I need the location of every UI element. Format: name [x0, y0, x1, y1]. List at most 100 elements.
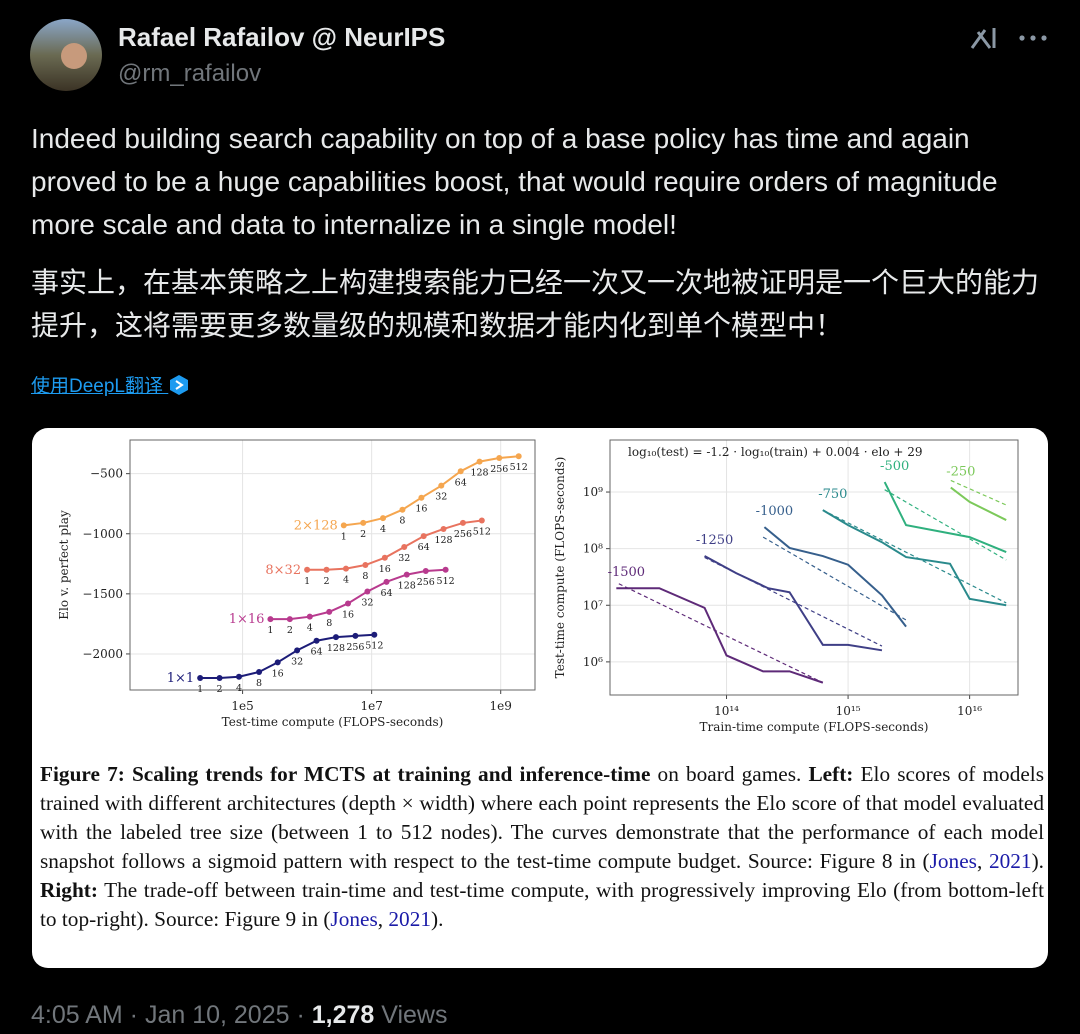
series-label: 1×16	[229, 612, 265, 627]
chart-title: log₁₀(test) = -1.2 · log₁₀(train) + 0.00…	[628, 445, 923, 459]
data-point	[267, 616, 274, 623]
series-label: -500	[880, 459, 909, 474]
data-point	[371, 631, 378, 638]
series-line	[270, 568, 446, 621]
series-line	[200, 633, 375, 679]
data-point	[332, 634, 339, 641]
x-tick-label: 10¹⁴	[714, 704, 739, 718]
y-tick-label: −2000	[82, 647, 123, 661]
series-label: -1500	[608, 565, 645, 580]
data-point	[326, 608, 333, 615]
author-name[interactable]: Rafael Rafailov @ NeurIPS	[118, 22, 446, 52]
data-point	[422, 568, 429, 575]
figure-card[interactable]	[32, 428, 1048, 968]
data-point	[360, 519, 367, 526]
point-label: 2	[360, 529, 366, 540]
point-label: 64	[310, 647, 322, 658]
point-label: 128	[327, 643, 345, 654]
data-point	[236, 673, 243, 680]
data-point	[380, 515, 387, 522]
series-label: 8×32	[265, 563, 301, 578]
data-point	[515, 453, 522, 460]
point-label: 8	[399, 516, 405, 527]
data-point	[383, 578, 390, 585]
point-label: 256	[454, 529, 472, 540]
caption-run: The trade-off between train-time and tes…	[40, 878, 1044, 931]
y-tick-label: 10⁹	[583, 485, 603, 499]
data-point	[306, 613, 313, 620]
point-label: 512	[437, 576, 455, 587]
x-axis-label: Train-time compute (FLOPS-seconds)	[699, 720, 928, 734]
x-axis-label: Test-time compute (FLOPS-seconds)	[222, 715, 444, 729]
caption-link[interactable]: Jones	[929, 849, 977, 873]
caption-link[interactable]: 2021	[388, 907, 431, 931]
point-label: 128	[470, 468, 488, 479]
header-graphics	[30, 19, 1047, 91]
fit-line	[704, 556, 883, 647]
series-line	[343, 455, 519, 527]
data-point	[216, 674, 223, 681]
point-label: 32	[435, 492, 447, 503]
data-point	[340, 522, 347, 529]
deepl-icon	[170, 375, 189, 395]
timestamp[interactable]: 4:05 AM · Jan 10, 2025 ·	[31, 1001, 305, 1029]
caption-link[interactable]: 2021	[988, 849, 1032, 873]
y-tick-label: 10⁶	[583, 655, 603, 669]
views-label: Views	[381, 1001, 448, 1029]
data-point	[418, 494, 425, 501]
data-point	[438, 482, 445, 489]
point-label: 256	[417, 577, 435, 588]
series-label: -1000	[756, 504, 793, 519]
point-label: 16	[272, 668, 284, 679]
caption-run: ).	[1031, 849, 1044, 873]
point-label: 4	[380, 524, 386, 535]
series-line	[950, 486, 1007, 521]
data-point	[364, 588, 371, 595]
y-tick-label: −1500	[82, 587, 123, 601]
point-label: 8	[326, 618, 332, 629]
point-label: 32	[398, 553, 410, 564]
series-line	[883, 481, 1007, 553]
axes-frame	[129, 439, 536, 691]
point-label: 4	[236, 683, 242, 694]
fit-line	[884, 489, 1007, 561]
series-label: -750	[818, 487, 847, 502]
more-icon[interactable]	[1019, 35, 1047, 41]
point-label: 16	[415, 504, 427, 515]
data-point	[344, 600, 351, 607]
grok-icon[interactable]	[970, 28, 996, 49]
point-label: 64	[380, 588, 392, 599]
data-point	[420, 533, 427, 540]
caption-run: ).	[431, 907, 444, 931]
point-label: 512	[365, 641, 383, 652]
translate-text[interactable]: 使用DeepL翻译	[31, 376, 163, 397]
data-point	[197, 674, 204, 681]
x-tick-label: 1e7	[360, 699, 382, 713]
translate-link[interactable]: 使用DeepL翻译	[31, 371, 190, 398]
data-point	[459, 519, 466, 526]
post-translation: 事实上，在基本策略之上构建搜索能力已经一次又一次地被证明是一个巨大的能力提升，这…	[31, 267, 1040, 341]
data-point	[313, 637, 320, 644]
caption-run: Right:	[40, 878, 98, 902]
data-point	[342, 565, 349, 572]
fit-line	[822, 509, 1007, 604]
point-label: 64	[455, 477, 467, 488]
series-label: 1×1	[167, 671, 194, 686]
point-label: 256	[490, 464, 508, 475]
point-label: 2	[324, 576, 330, 587]
axes-frame	[609, 439, 1019, 696]
x-tick-label: 10¹⁶	[957, 704, 982, 718]
author-handle[interactable]: @rm_rafailov	[118, 60, 262, 87]
figure-caption: Figure 7: Scaling trends for MCTS at tra…	[40, 760, 1044, 934]
series-line	[616, 587, 824, 684]
y-axis-label: Elo v. perfect play	[57, 510, 71, 620]
data-point	[401, 543, 408, 550]
data-point	[496, 455, 503, 462]
point-label: 8	[362, 571, 368, 582]
point-label: 4	[307, 623, 313, 634]
caption-run: on board games.	[650, 762, 809, 786]
point-label: 512	[510, 462, 528, 473]
caption-link[interactable]: Jones	[330, 907, 378, 931]
data-point	[381, 554, 388, 561]
point-label: 32	[361, 597, 373, 608]
